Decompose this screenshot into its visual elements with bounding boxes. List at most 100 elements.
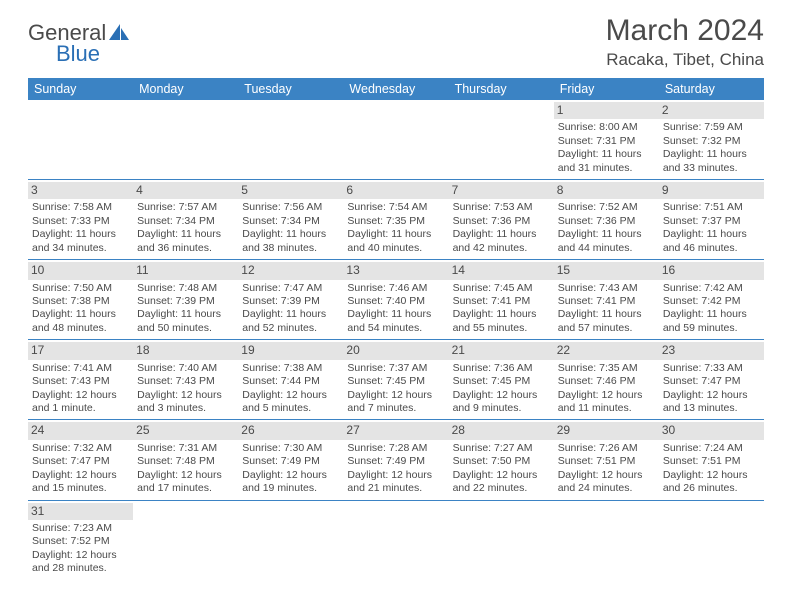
day-cell: 24Sunrise: 7:32 AMSunset: 7:47 PMDayligh… <box>28 420 133 499</box>
day-info-line: Sunrise: 7:46 AM <box>347 282 444 295</box>
title-block: March 2024 Racaka, Tibet, China <box>606 14 764 70</box>
day-number: 8 <box>554 182 659 199</box>
day-info-line: Daylight: 11 hours <box>32 228 129 241</box>
day-info: Sunrise: 7:59 AMSunset: 7:32 PMDaylight:… <box>663 121 760 175</box>
day-cell-empty <box>659 501 764 580</box>
day-info-line: Daylight: 11 hours <box>242 308 339 321</box>
day-info-line: Daylight: 12 hours <box>137 389 234 402</box>
day-cell: 6Sunrise: 7:54 AMSunset: 7:35 PMDaylight… <box>343 180 448 259</box>
day-number: 9 <box>659 182 764 199</box>
day-info-line: Sunrise: 7:56 AM <box>242 201 339 214</box>
day-info-line: Sunrise: 7:26 AM <box>558 442 655 455</box>
day-info-line: Sunset: 7:39 PM <box>242 295 339 308</box>
day-info-line: and 59 minutes. <box>663 322 760 335</box>
week-row: 10Sunrise: 7:50 AMSunset: 7:38 PMDayligh… <box>28 260 764 340</box>
weekday-header: Saturday <box>659 78 764 100</box>
day-info-line: Sunrise: 7:33 AM <box>663 362 760 375</box>
day-info-line: Sunset: 7:45 PM <box>347 375 444 388</box>
day-info-line: and 52 minutes. <box>242 322 339 335</box>
day-info-line: Sunset: 7:35 PM <box>347 215 444 228</box>
day-info: Sunrise: 7:35 AMSunset: 7:46 PMDaylight:… <box>558 362 655 416</box>
day-cell-empty <box>449 501 554 580</box>
day-info-line: Daylight: 12 hours <box>347 389 444 402</box>
week-row: 3Sunrise: 7:58 AMSunset: 7:33 PMDaylight… <box>28 180 764 260</box>
day-cell: 25 Sunrise: 7:31 AMSunset: 7:48 PMDayligh… <box>133 420 238 499</box>
day-info-line: Sunrise: 7:35 AM <box>558 362 655 375</box>
day-info-line: Daylight: 12 hours <box>137 469 234 482</box>
day-cell: 7Sunrise: 7:53 AMSunset: 7:36 PMDaylight… <box>449 180 554 259</box>
day-number: 25 <box>133 422 238 439</box>
day-info-line: and 48 minutes. <box>32 322 129 335</box>
day-info-line: and 15 minutes. <box>32 482 129 495</box>
day-info-line: Sunrise: 7:52 AM <box>558 201 655 214</box>
day-number: 28 <box>449 422 554 439</box>
day-number: 4 <box>133 182 238 199</box>
day-info-line: Sunrise: 7:43 AM <box>558 282 655 295</box>
weekday-header: Sunday <box>28 78 133 100</box>
day-info-line: Sunset: 7:49 PM <box>242 455 339 468</box>
day-info: Sunrise: 7:32 AMSunset: 7:47 PMDaylight:… <box>32 442 129 496</box>
day-info-line: Sunrise: 7:50 AM <box>32 282 129 295</box>
day-cell: 22Sunrise: 7:35 AMSunset: 7:46 PMDayligh… <box>554 340 659 419</box>
day-info-line: Sunrise: 7:59 AM <box>663 121 760 134</box>
day-cell-empty <box>449 100 554 179</box>
day-info: Sunrise: 7:51 AMSunset: 7:37 PMDaylight:… <box>663 201 760 255</box>
weekday-header: Monday <box>133 78 238 100</box>
day-info: Sunrise: 7:40 AMSunset: 7:43 PMDaylight:… <box>137 362 234 416</box>
day-info-line: and 24 minutes. <box>558 482 655 495</box>
day-cell: 26 Sunrise: 7:30 AMSunset: 7:49 PMDayligh… <box>238 420 343 499</box>
day-info-line: Daylight: 11 hours <box>242 228 339 241</box>
day-info-line: Sunset: 7:31 PM <box>558 135 655 148</box>
day-info-line: and 1 minute. <box>32 402 129 415</box>
day-info-line: Sunrise: 7:57 AM <box>137 201 234 214</box>
day-info-line: and 3 minutes. <box>137 402 234 415</box>
day-info-line: Sunset: 7:51 PM <box>558 455 655 468</box>
day-info: Sunrise: 7:58 AMSunset: 7:33 PMDaylight:… <box>32 201 129 255</box>
day-info-line: and 11 minutes. <box>558 402 655 415</box>
day-number: 18 <box>133 342 238 359</box>
day-info: Sunrise: 7:30 AMSunset: 7:49 PMDaylight:… <box>242 442 339 496</box>
weekday-header: Wednesday <box>343 78 448 100</box>
week-row: 24Sunrise: 7:32 AMSunset: 7:47 PMDayligh… <box>28 420 764 500</box>
day-info-line: Sunset: 7:43 PM <box>32 375 129 388</box>
day-info-line: Sunrise: 7:48 AM <box>137 282 234 295</box>
day-info: Sunrise: 7:52 AMSunset: 7:36 PMDaylight:… <box>558 201 655 255</box>
day-info: Sunrise: 7:43 AMSunset: 7:41 PMDaylight:… <box>558 282 655 336</box>
day-info-line: and 46 minutes. <box>663 242 760 255</box>
day-info-line: Sunset: 7:50 PM <box>453 455 550 468</box>
day-info-line: Daylight: 12 hours <box>663 389 760 402</box>
day-cell: 29Sunrise: 7:26 AMSunset: 7:51 PMDayligh… <box>554 420 659 499</box>
day-number: 26 <box>238 422 343 439</box>
day-info-line: Sunrise: 7:47 AM <box>242 282 339 295</box>
location-text: Racaka, Tibet, China <box>606 50 764 70</box>
day-cell: 14Sunrise: 7:45 AMSunset: 7:41 PMDayligh… <box>449 260 554 339</box>
weekday-header: Thursday <box>449 78 554 100</box>
day-info-line: Sunset: 7:48 PM <box>137 455 234 468</box>
day-number: 6 <box>343 182 448 199</box>
day-info-line: and 21 minutes. <box>347 482 444 495</box>
day-cell: 1Sunrise: 8:00 AMSunset: 7:31 PMDaylight… <box>554 100 659 179</box>
day-number: 23 <box>659 342 764 359</box>
day-info-line: Daylight: 11 hours <box>663 148 760 161</box>
day-info-line: and 33 minutes. <box>663 162 760 175</box>
day-info: Sunrise: 7:41 AMSunset: 7:43 PMDaylight:… <box>32 362 129 416</box>
day-info-line: Daylight: 11 hours <box>663 228 760 241</box>
day-info-line: and 57 minutes. <box>558 322 655 335</box>
day-info-line: and 17 minutes. <box>137 482 234 495</box>
day-info-line: Sunrise: 7:28 AM <box>347 442 444 455</box>
day-cell: 4Sunrise: 7:57 AMSunset: 7:34 PMDaylight… <box>133 180 238 259</box>
day-info-line: Daylight: 12 hours <box>453 389 550 402</box>
day-info-line: Daylight: 12 hours <box>242 389 339 402</box>
day-info-line: Sunset: 7:44 PM <box>242 375 339 388</box>
day-number: 19 <box>238 342 343 359</box>
day-info-line: and 40 minutes. <box>347 242 444 255</box>
day-cell-empty <box>133 501 238 580</box>
day-info-line: Daylight: 12 hours <box>558 469 655 482</box>
day-info-line: and 22 minutes. <box>453 482 550 495</box>
day-info: Sunrise: 7:31 AMSunset: 7:48 PMDaylight:… <box>137 442 234 496</box>
day-cell-empty <box>238 100 343 179</box>
day-info: Sunrise: 7:56 AMSunset: 7:34 PMDaylight:… <box>242 201 339 255</box>
day-info: Sunrise: 7:47 AMSunset: 7:39 PMDaylight:… <box>242 282 339 336</box>
day-info-line: Sunset: 7:46 PM <box>558 375 655 388</box>
day-info-line: Sunset: 7:49 PM <box>347 455 444 468</box>
